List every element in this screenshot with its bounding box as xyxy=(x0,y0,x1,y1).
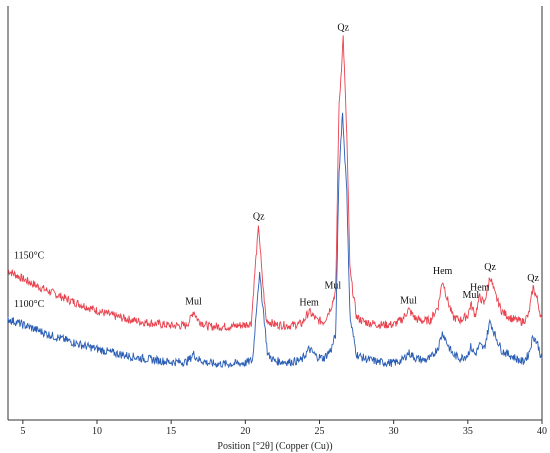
x-tick-label-5: 5 xyxy=(20,426,25,437)
x-tick-label-25: 25 xyxy=(315,426,325,437)
x-ticks: 5 10 15 20 25 30 35 40 xyxy=(20,420,547,437)
x-tick-label-40: 40 xyxy=(537,426,547,437)
peak-label: Hem xyxy=(433,266,453,277)
peak-label: Hem xyxy=(470,283,490,294)
peak-label: Mul xyxy=(325,281,342,292)
x-tick-label-10: 10 xyxy=(92,426,102,437)
x-tick-label-35: 35 xyxy=(463,426,473,437)
peak-label: Mul xyxy=(185,297,202,308)
x-axis-title: Position [°2θ] (Copper (Cu)) xyxy=(217,441,332,452)
peak-label: Hem xyxy=(299,298,319,309)
x-tick-label-15: 15 xyxy=(166,426,176,437)
peak-label: Mul xyxy=(462,290,479,301)
series-line-0 xyxy=(7,35,543,332)
peak-label: Qz xyxy=(337,23,349,34)
series-layer xyxy=(7,35,543,369)
peak-label: Mul xyxy=(400,296,417,307)
peak-label: Qz xyxy=(527,273,539,284)
peak-label: Qz xyxy=(253,212,265,223)
x-tick-label-30: 30 xyxy=(389,426,399,437)
peak-label: Qz xyxy=(484,262,496,273)
series-label-1: 1100°C xyxy=(14,299,45,310)
x-tick-label-20: 20 xyxy=(240,426,250,437)
series-label-0: 1150°C xyxy=(14,250,45,261)
series-line-1 xyxy=(7,112,543,369)
series-labels: 1150°C 1100°C xyxy=(14,250,45,310)
